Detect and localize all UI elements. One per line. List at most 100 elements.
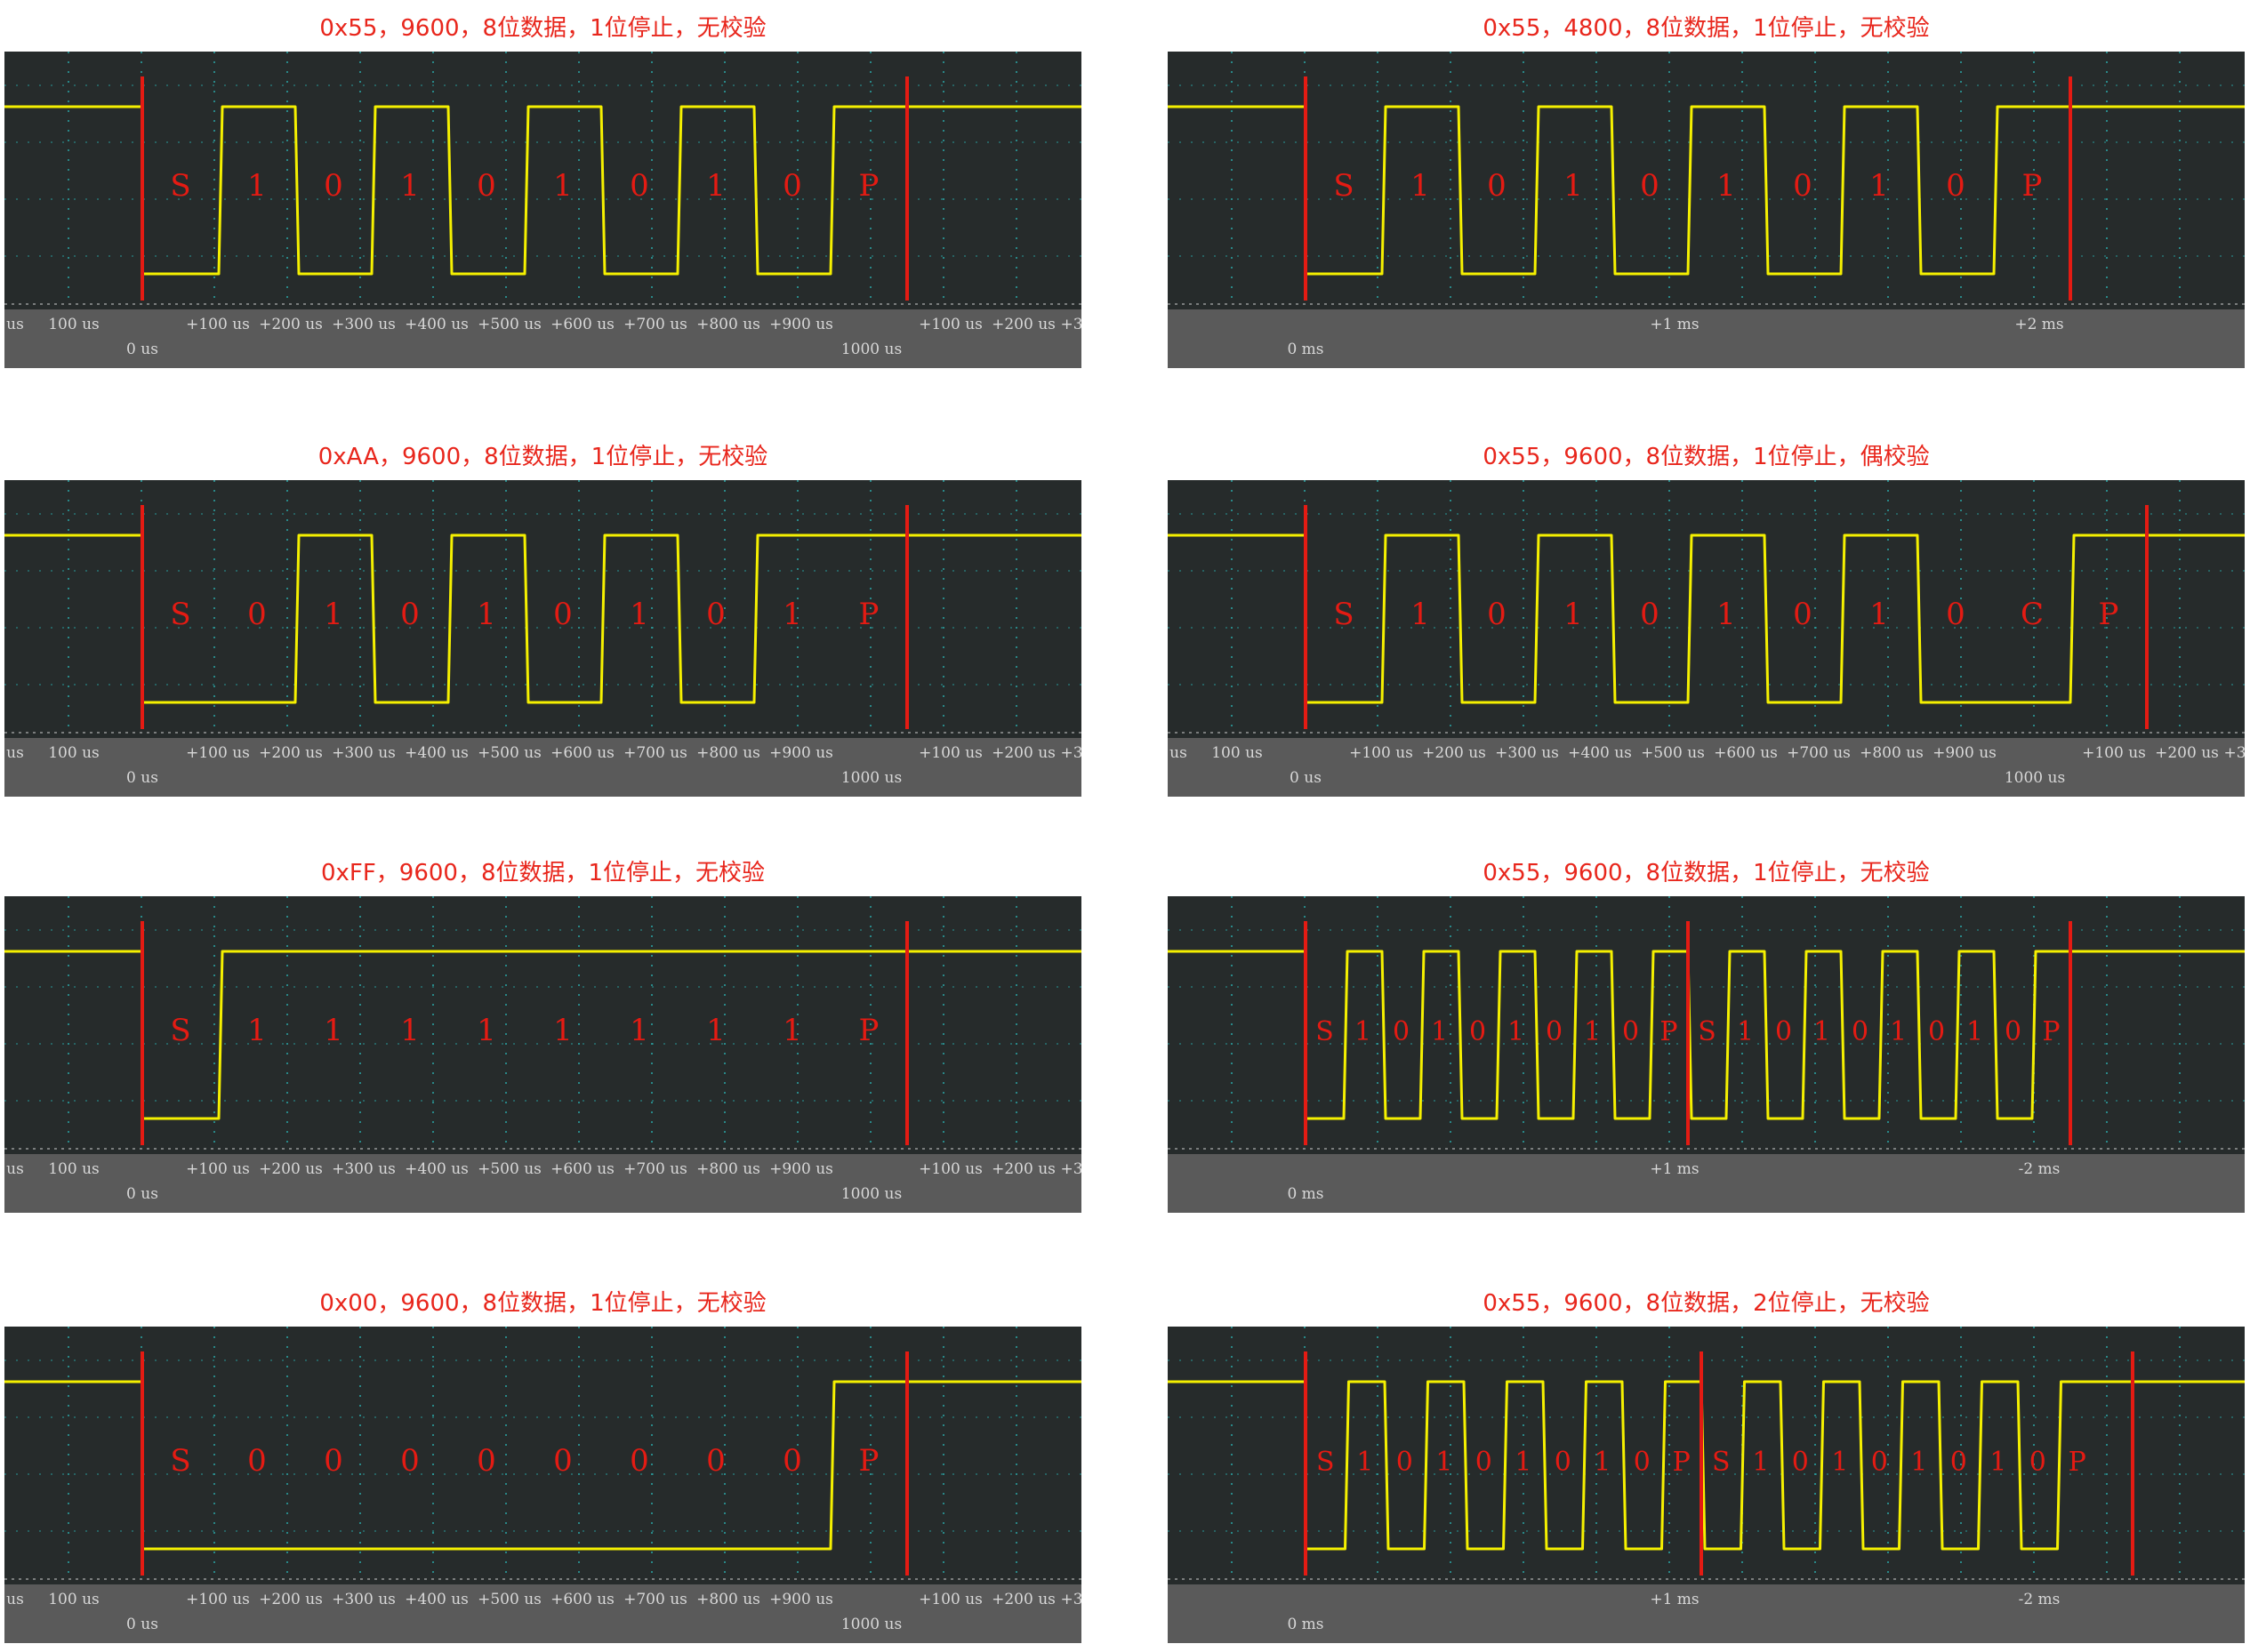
time-axis-band — [1168, 1584, 2245, 1643]
time-tick-label: +800 us — [1860, 744, 1924, 762]
time-tick-label: +900 us — [769, 1160, 833, 1178]
origin-label: 0 us — [126, 1185, 158, 1203]
grid — [1168, 52, 2245, 305]
time-tick-label: +100 us — [919, 316, 983, 333]
time-tick-label: +700 us — [623, 1160, 687, 1178]
bit-label: 0 — [477, 1443, 496, 1479]
time-tick-label: +500 us — [478, 744, 542, 762]
origin-label: 0 us — [126, 341, 158, 358]
bit-label: 1 — [1989, 1447, 2006, 1478]
time-tick-label: +800 us — [696, 1591, 760, 1608]
time-tick-label: 100 us — [48, 1591, 100, 1608]
bit-label: 1 — [1435, 1447, 1452, 1478]
origin-label: 0 us — [1290, 769, 1322, 787]
time-tick-label: -2 ms — [2019, 1591, 2061, 1608]
bit-label: 0 — [1871, 1447, 1888, 1478]
time-tick-label: +700 us — [623, 744, 687, 762]
time-tick-label: +700 us — [1787, 744, 1851, 762]
origin-label: 1000 us — [841, 341, 902, 358]
time-tick-label: +3 — [1060, 316, 1081, 333]
bit-label: P — [2099, 597, 2119, 632]
time-tick-label: +200 us — [992, 744, 1056, 762]
time-tick-label: +900 us — [769, 744, 833, 762]
time-tick-label: +900 us — [1933, 744, 1997, 762]
bit-label: S — [1333, 597, 1354, 632]
bit-label: 1 — [477, 597, 496, 632]
bit-label: S — [1333, 168, 1354, 204]
time-axis-band — [4, 309, 1081, 368]
signal-trace — [4, 1380, 1081, 1551]
panel-title: 0x55，9600，8位数据，2位停止，无校验 — [1483, 1290, 1930, 1317]
time-tick-label: +200 us — [259, 1160, 323, 1178]
bit-label: S — [170, 1443, 190, 1479]
bit-label: 0 — [1396, 1447, 1413, 1478]
grid — [1168, 896, 2245, 1150]
time-tick-label: us — [6, 1160, 24, 1178]
time-tick-label: us — [6, 744, 24, 762]
time-tick-label: +600 us — [1714, 744, 1778, 762]
time-tick-label: +200 us — [259, 1591, 323, 1608]
time-tick-label: 100 us — [48, 1160, 100, 1178]
oscilloscope-capture: S 1 0 1 0 1 0 1 0 P S 1 0 1 0 1 0 1 0 P+1 ms -2 ms0 ms — [1168, 1327, 2245, 1643]
bit-label: P — [1659, 1016, 1677, 1047]
bit-label: 0 — [1950, 1447, 1967, 1478]
time-tick-label: +800 us — [696, 1160, 760, 1178]
time-tick-label: +900 us — [769, 316, 833, 333]
bit-label: 0 — [1946, 168, 1965, 204]
time-tick-label: +300 us — [332, 1591, 396, 1608]
time-tick-label: +100 us — [186, 1160, 250, 1178]
bit-label: 1 — [706, 1013, 726, 1048]
bit-label: 1 — [1410, 168, 1430, 204]
signal-trace — [1168, 105, 2245, 276]
bit-label: 0 — [630, 168, 649, 204]
time-scale: us 100 us +100 us +200 us +300 us +400 us +500… — [1169, 744, 2245, 787]
time-tick-label: +300 us — [332, 316, 396, 333]
bit-label: 1 — [1869, 597, 1889, 632]
origin-label: 0 ms — [1287, 341, 1323, 358]
time-axis-band — [1168, 309, 2245, 368]
bit-labels: S 1 0 1 0 1 0 1 0 C P — [1333, 597, 2118, 632]
bit-label: 0 — [783, 1443, 802, 1479]
panel-title: 0x55，9600，8位数据，1位停止，偶校验 — [1483, 444, 1930, 470]
time-tick-label: us — [6, 1591, 24, 1608]
bit-label: 1 — [477, 1013, 496, 1048]
bit-label: 1 — [247, 1013, 267, 1048]
time-tick-label: 100 us — [1211, 744, 1263, 762]
time-tick-label: +2 ms — [2014, 316, 2063, 333]
origin-label: 1000 us — [841, 769, 902, 787]
time-scale: us 100 us +100 us +200 us +300 us +400 us +500… — [6, 744, 1081, 787]
bit-label: 0 — [1546, 1016, 1563, 1047]
time-tick-label: +1 ms — [1650, 316, 1699, 333]
time-tick-label: +500 us — [478, 1160, 542, 1178]
bit-label: S — [1712, 1447, 1731, 1478]
time-axis-band — [4, 1154, 1081, 1213]
time-tick-label: +100 us — [919, 744, 983, 762]
time-scale: us 100 us +100 us +200 us +300 us +400 us +500… — [6, 1591, 1081, 1633]
time-tick-label: +400 us — [405, 1160, 469, 1178]
bit-label: 0 — [1487, 597, 1507, 632]
bit-labels: S 1 1 1 1 1 1 1 1 P — [170, 1013, 879, 1048]
bit-label: 0 — [706, 1443, 726, 1479]
time-scale: us 100 us +100 us +200 us +300 us +400 us +500… — [6, 316, 1081, 358]
time-tick-label: +700 us — [623, 1591, 687, 1608]
bit-label: 0 — [1555, 1447, 1571, 1478]
time-tick-label: +3 — [1060, 1160, 1081, 1178]
time-tick-label: +400 us — [405, 744, 469, 762]
bit-label: 1 — [1966, 1016, 1983, 1047]
time-tick-label: -2 ms — [2019, 1160, 2061, 1178]
bit-label: 0 — [783, 168, 802, 204]
bit-label: P — [859, 1013, 880, 1048]
bit-label: 1 — [400, 168, 420, 204]
bit-label: 0 — [1946, 597, 1965, 632]
origin-label: 1000 us — [841, 1616, 902, 1633]
time-tick-label: +600 us — [550, 744, 615, 762]
bit-label: 1 — [706, 168, 726, 204]
bit-label: 0 — [324, 1443, 343, 1479]
bit-label: 0 — [1622, 1016, 1639, 1047]
bit-label: 1 — [630, 597, 649, 632]
bit-label: 0 — [400, 597, 420, 632]
